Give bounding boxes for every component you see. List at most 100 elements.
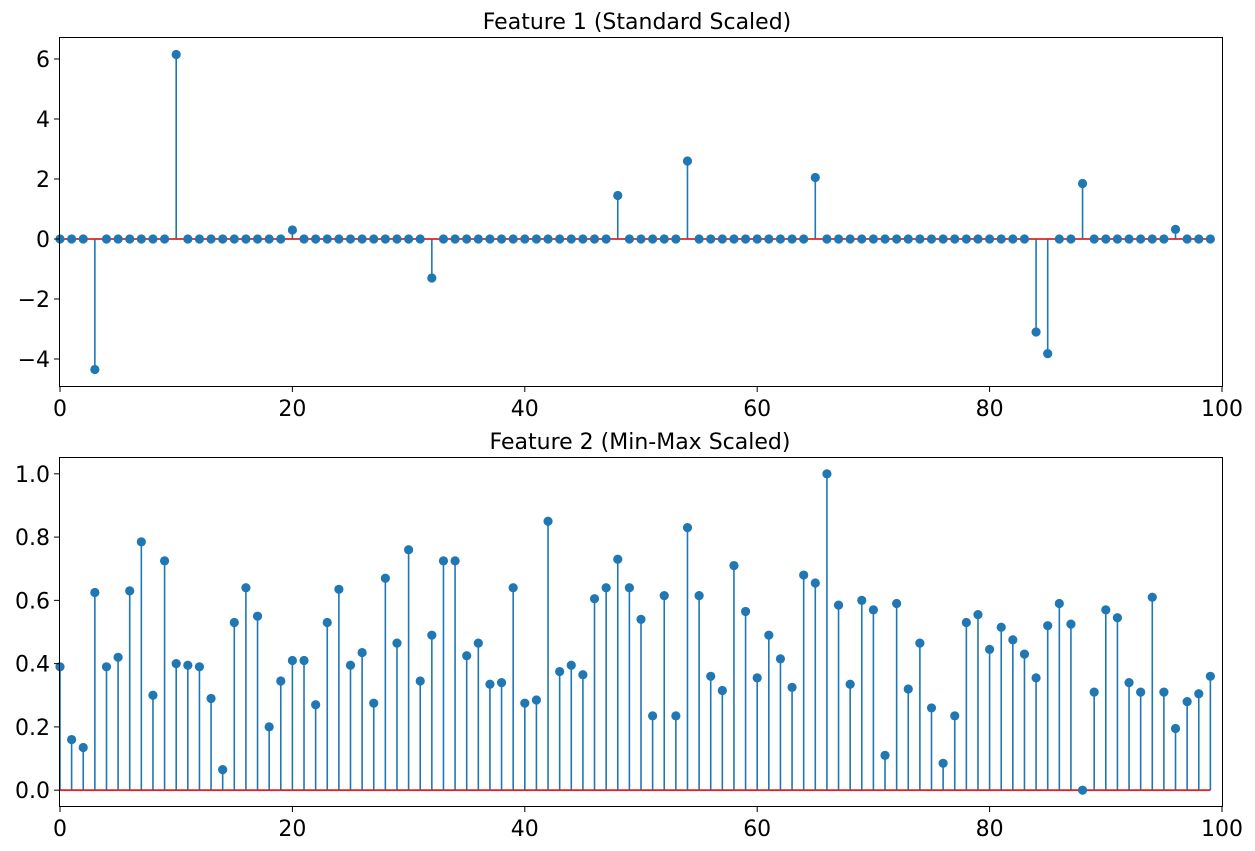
y-tick-label: −2 — [18, 288, 50, 313]
stem-marker — [194, 234, 205, 244]
stem-marker — [833, 600, 844, 610]
stem-marker — [973, 234, 983, 244]
x-tick-label: 60 — [743, 397, 771, 422]
stem-marker — [624, 583, 634, 593]
stem-marker — [1077, 178, 1088, 189]
stem-marker — [183, 234, 193, 244]
stem-marker — [101, 662, 112, 672]
stem-marker — [113, 652, 123, 662]
stem-marker — [915, 234, 925, 244]
stem-marker — [1124, 234, 1134, 244]
stem-marker — [566, 660, 576, 670]
stem-marker — [903, 684, 913, 694]
y-tick-label: 0 — [36, 228, 50, 253]
y-tick-label: −4 — [18, 348, 50, 373]
stem-marker — [404, 234, 414, 244]
stem-marker — [357, 234, 367, 244]
stem-marker — [729, 234, 739, 244]
y-tick-label: 6 — [36, 48, 50, 73]
x-tick-label: 100 — [1201, 397, 1243, 422]
stem-marker — [287, 655, 297, 666]
stem-marker — [613, 190, 623, 201]
chart-title: Feature 2 (Min-Max Scaled) — [490, 430, 791, 455]
stem-series — [55, 49, 1215, 375]
stem-marker — [961, 234, 971, 244]
stem-marker — [438, 556, 449, 566]
stem-marker — [322, 617, 332, 628]
stem-marker — [1112, 613, 1123, 623]
stem-marker — [1043, 621, 1053, 631]
stem-marker — [1136, 234, 1146, 244]
stem-marker — [938, 234, 948, 244]
stem-marker — [427, 630, 437, 640]
stem-marker — [764, 234, 774, 244]
stem-marker — [90, 364, 100, 375]
stem-marker — [415, 676, 425, 686]
axes: 0 20 40 60 80 100 −4 −2 0 2 4 6 — [18, 48, 1243, 422]
stem-marker — [706, 671, 716, 681]
stem-marker — [299, 234, 309, 244]
stem-marker — [543, 516, 553, 526]
x-tick-label: 20 — [278, 817, 306, 842]
stem-marker — [648, 711, 658, 721]
stem-marker — [322, 234, 332, 244]
stem-marker — [1182, 697, 1192, 707]
stem-marker — [171, 659, 181, 669]
stem-marker — [311, 700, 321, 710]
stem-marker — [973, 610, 983, 620]
y-tick-label: 2 — [36, 168, 50, 193]
stem-marker — [555, 234, 565, 244]
stem-marker — [1019, 234, 1030, 244]
stem-marker — [775, 654, 786, 664]
stem-marker — [78, 234, 88, 244]
stem-marker — [415, 234, 425, 244]
stem-marker — [252, 234, 263, 244]
y-tick-label: 0.4 — [15, 653, 50, 678]
stem-marker — [636, 614, 646, 624]
stem-marker — [938, 758, 948, 768]
stem-marker — [1089, 234, 1099, 244]
x-tick-label: 80 — [976, 817, 1004, 842]
stem-marker — [950, 234, 960, 244]
stem-marker — [520, 234, 530, 244]
stem-marker — [438, 234, 449, 244]
stem-marker — [369, 698, 379, 708]
stem-marker — [485, 234, 495, 244]
stem-marker — [241, 234, 251, 244]
stem-marker — [671, 234, 681, 244]
stem-marker — [926, 234, 937, 244]
plot-frame — [59, 457, 1223, 807]
stem-marker — [857, 234, 867, 244]
stem-marker — [1066, 234, 1076, 244]
stem-marker — [427, 273, 437, 283]
stem-marker — [950, 711, 960, 721]
stem-marker — [101, 234, 112, 244]
stem-marker — [740, 606, 751, 617]
y-tick-label: 1.0 — [15, 463, 50, 488]
stem-marker — [136, 537, 146, 547]
stem-marker — [659, 591, 669, 601]
stem-marker — [601, 234, 611, 244]
axes: 0 20 40 60 80 100 0.0 0.2 0.4 0.6 0.8 1.0 — [15, 463, 1243, 842]
stem-marker — [334, 584, 344, 594]
stem-marker — [1124, 678, 1134, 688]
stem-marker — [1194, 234, 1204, 244]
x-tick-label: 80 — [976, 397, 1004, 422]
stem-marker — [1019, 649, 1030, 659]
stem-marker — [1008, 234, 1018, 244]
stem-marker — [473, 638, 483, 648]
stem-marker — [729, 560, 739, 571]
stem-marker — [299, 655, 309, 666]
stem-marker — [1031, 327, 1041, 337]
y-tick-label: 4 — [36, 108, 50, 133]
stem-marker — [276, 234, 286, 244]
stem-marker — [868, 234, 879, 244]
stem-marker — [857, 595, 867, 605]
stem-marker — [252, 611, 263, 621]
stem-marker — [892, 234, 902, 244]
stem-marker — [868, 605, 879, 615]
stem-marker — [985, 644, 995, 655]
stem-marker — [1147, 234, 1157, 244]
y-tick-label: 0.8 — [15, 526, 50, 551]
stem-marker — [892, 598, 902, 609]
